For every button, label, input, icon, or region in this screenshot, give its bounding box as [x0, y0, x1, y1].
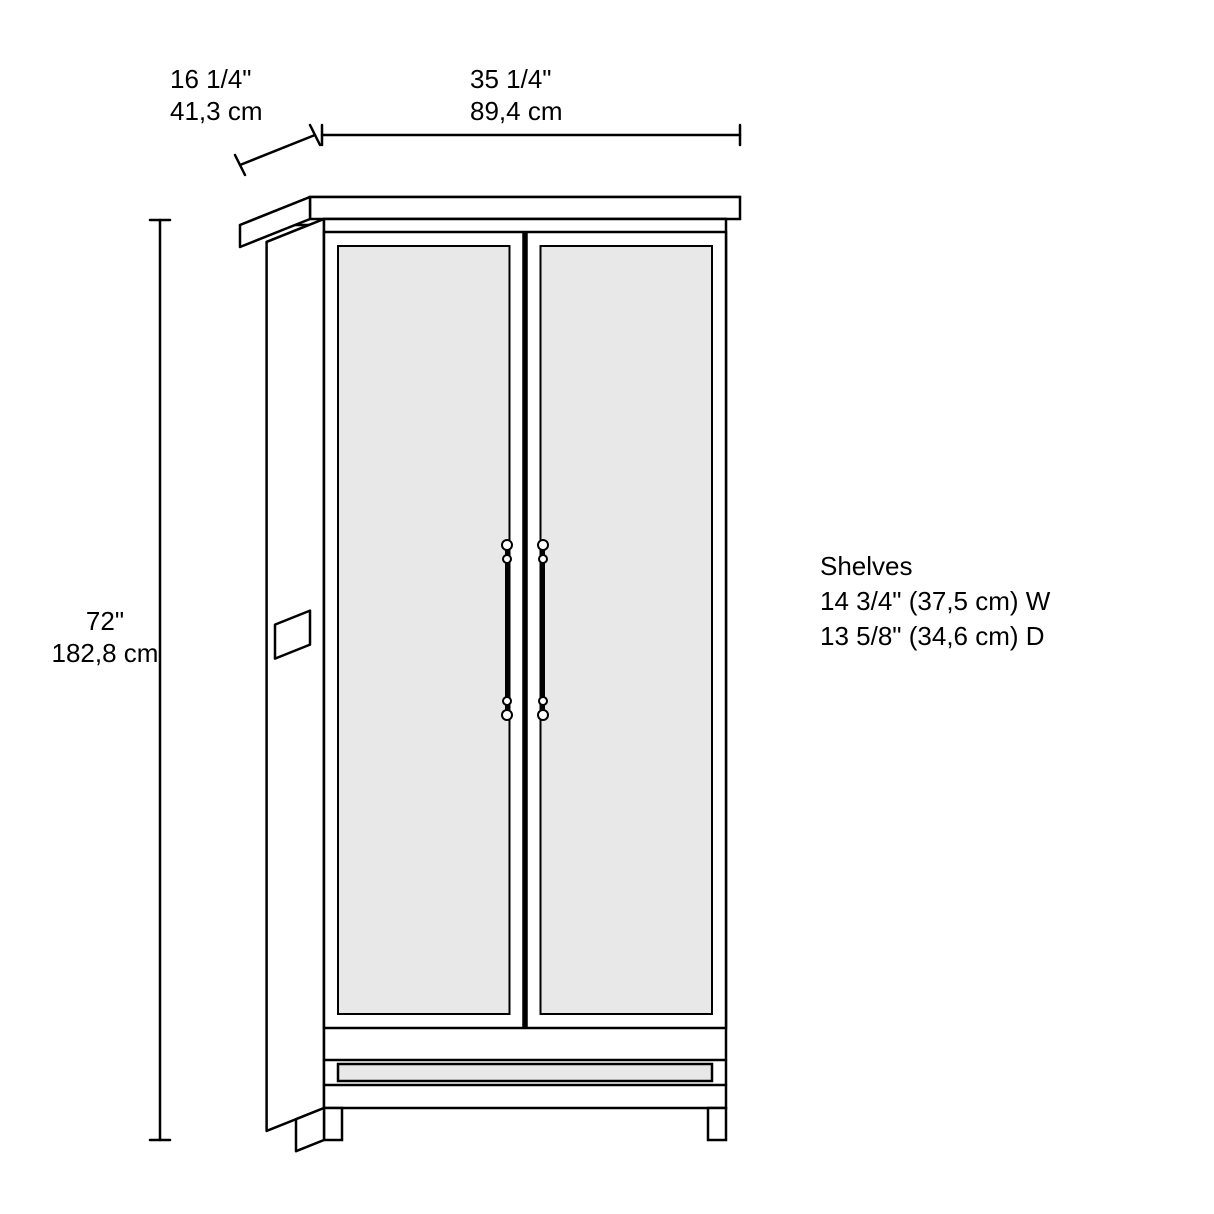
svg-text:13 5/8" (34,6 cm) D: 13 5/8" (34,6 cm) D: [820, 621, 1045, 651]
svg-text:14 3/4" (37,5 cm) W: 14 3/4" (37,5 cm) W: [820, 586, 1051, 616]
svg-text:Shelves: Shelves: [820, 551, 913, 581]
svg-text:35 1/4": 35 1/4": [470, 64, 552, 94]
svg-text:89,4 cm: 89,4 cm: [470, 96, 563, 126]
svg-text:182,8 cm: 182,8 cm: [52, 638, 159, 668]
svg-text:41,3 cm: 41,3 cm: [170, 96, 263, 126]
svg-text:16 1/4": 16 1/4": [170, 64, 252, 94]
cabinet-drawing: [240, 197, 740, 1151]
svg-text:72": 72": [86, 606, 124, 636]
